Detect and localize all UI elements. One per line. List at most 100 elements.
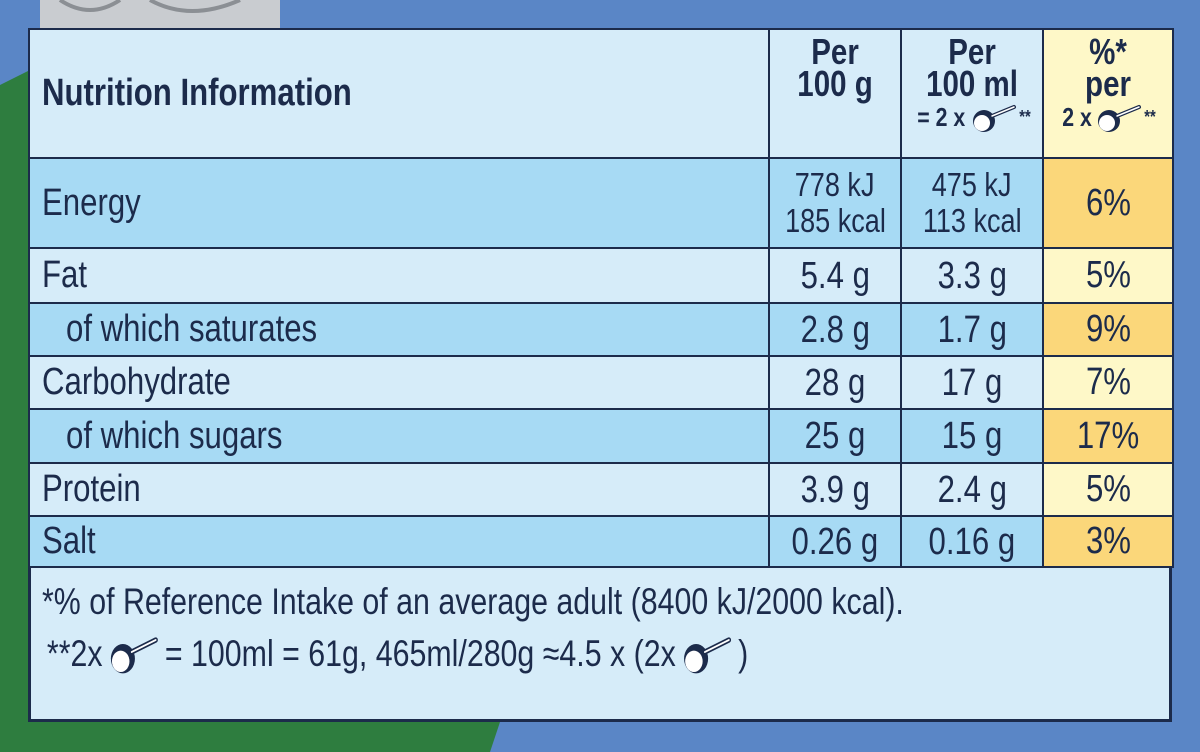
value-line: 3.3 g bbox=[930, 256, 1015, 296]
scoop-icon bbox=[973, 105, 1017, 133]
table-cell: Nutrition Information bbox=[28, 28, 770, 159]
value-line: 28 g bbox=[798, 363, 872, 403]
table-cell: 7% bbox=[1042, 355, 1174, 410]
table-cell: 3% bbox=[1042, 515, 1174, 568]
table-cell: Per 100 g bbox=[768, 28, 902, 159]
value-line: 17 g bbox=[935, 363, 1009, 403]
nutrient-value: 0.16 g bbox=[928, 520, 1016, 563]
table-cell: %* per 2 x ** bbox=[1042, 28, 1174, 159]
nutrient-value: 25 g bbox=[804, 415, 866, 457]
scoop-icon bbox=[110, 637, 158, 674]
reference-intake: 9% bbox=[1085, 308, 1131, 350]
scoop-icon bbox=[683, 637, 731, 674]
header-line: %* bbox=[1085, 34, 1131, 70]
nutrient-value: 28 g bbox=[804, 361, 866, 404]
column-heading: per bbox=[1085, 63, 1131, 104]
value-line: 2.4 g bbox=[930, 470, 1015, 510]
table-cell: 1.7 g bbox=[900, 302, 1044, 357]
header-line: 100 ml bbox=[916, 63, 1028, 104]
nutrient-label: of which sugars bbox=[66, 414, 283, 457]
value-line: 3.9 g bbox=[793, 470, 878, 510]
column-heading: 100 g bbox=[797, 63, 873, 104]
table-cell: of which sugars bbox=[28, 408, 770, 464]
reference-intake: 5% bbox=[1085, 468, 1131, 510]
table-cell: 5.4 g bbox=[768, 247, 902, 304]
value-line: 778 kJ bbox=[786, 167, 883, 203]
serving-line: 2 x ** bbox=[1059, 100, 1157, 134]
footnote-serving: ) bbox=[738, 633, 749, 674]
table-cell: Fat bbox=[28, 247, 770, 304]
value-line: 475 kJ bbox=[923, 167, 1020, 203]
table-cell: 17 g bbox=[900, 355, 1044, 410]
value-line: 113 kcal bbox=[912, 203, 1032, 239]
value-line: 0.26 g bbox=[782, 522, 888, 562]
header-title: Nutrition Information bbox=[42, 72, 352, 114]
table-cell: 2.4 g bbox=[900, 462, 1044, 517]
footnote-line: **2x = 100ml = 61g, 465ml/280g ≈4.5 x (2x… bbox=[42, 628, 1157, 680]
table-cell: 0.16 g bbox=[900, 515, 1044, 568]
reference-intake: 5% bbox=[1085, 254, 1131, 296]
table-cell: 3.3 g bbox=[900, 247, 1044, 304]
nutrient-value: 3.9 g bbox=[800, 468, 870, 511]
nutrient-value: 475 kJ bbox=[932, 166, 1012, 203]
column-heading: Per bbox=[811, 31, 859, 72]
value-line: 5.4 g bbox=[793, 256, 878, 296]
nutrient-label: Salt bbox=[42, 520, 96, 562]
table-cell: Per 100 ml = 2 x ** bbox=[900, 28, 1044, 159]
table-cell: Protein bbox=[28, 462, 770, 517]
table-cell: Salt bbox=[28, 515, 770, 568]
footnote-serving: **2x bbox=[46, 633, 103, 674]
serving-text: = 2 x bbox=[916, 102, 965, 132]
table-cell: 5% bbox=[1042, 247, 1174, 304]
column-heading: 100 ml bbox=[926, 63, 1018, 104]
reference-intake: 3% bbox=[1085, 520, 1131, 562]
table-cell: 475 kJ 113 kcal bbox=[900, 157, 1044, 249]
nutrient-value: 5.4 g bbox=[800, 254, 870, 297]
value-line: 2.8 g bbox=[793, 310, 878, 350]
nutrient-value: 17 g bbox=[941, 361, 1003, 404]
nutrient-value: 778 kJ bbox=[795, 166, 875, 203]
nutrient-label: Fat bbox=[42, 254, 88, 296]
nutrient-value: 15 g bbox=[941, 415, 1003, 457]
nutrient-value: 185 kcal bbox=[784, 202, 886, 239]
footnote-serving: = 100ml = 61g, 465ml/280g ≈4.5 x (2x bbox=[164, 633, 676, 674]
table-cell: 28 g bbox=[768, 355, 902, 410]
table-cell: 2.8 g bbox=[768, 302, 902, 357]
nutrient-value: 0.26 g bbox=[791, 520, 879, 563]
table-cell: Carbohydrate bbox=[28, 355, 770, 410]
value-line: 1.7 g bbox=[930, 310, 1015, 350]
reference-intake: 17% bbox=[1076, 414, 1140, 457]
column-heading: Per bbox=[948, 31, 996, 72]
table-cell: 3.9 g bbox=[768, 462, 902, 517]
value-line: 25 g bbox=[798, 416, 872, 456]
footnote-line: *% of Reference Intake of an average adu… bbox=[42, 576, 1162, 628]
footnote-reference: *% of Reference Intake of an average adu… bbox=[42, 581, 904, 622]
reference-intake: 6% bbox=[1085, 181, 1131, 224]
header-line: 100 g bbox=[789, 63, 881, 104]
nutrient-label: of which saturates bbox=[66, 308, 318, 350]
table-cell: 17% bbox=[1042, 408, 1174, 464]
table-cell: 15 g bbox=[900, 408, 1044, 464]
table-cell: 25 g bbox=[768, 408, 902, 464]
footnotes: *% of Reference Intake of an average adu… bbox=[42, 576, 1162, 680]
scoop-icon bbox=[1098, 105, 1142, 133]
table-cell: 6% bbox=[1042, 157, 1174, 249]
footnote-mark: ** bbox=[1019, 107, 1032, 127]
nutrient-value: 2.4 g bbox=[937, 468, 1007, 511]
header-line: Per bbox=[806, 31, 864, 72]
table-cell: 778 kJ 185 kcal bbox=[768, 157, 902, 249]
serving-line: = 2 x ** bbox=[912, 100, 1033, 134]
header-line: per bbox=[1080, 63, 1136, 104]
value-line: 15 g bbox=[935, 416, 1009, 456]
value-line: 185 kcal bbox=[774, 203, 897, 239]
table-cell: 0.26 g bbox=[768, 515, 902, 568]
header-line: Per bbox=[943, 31, 1001, 72]
serving-text: 2 x bbox=[1062, 102, 1092, 132]
nutrient-value: 3.3 g bbox=[937, 254, 1007, 297]
reference-intake: 7% bbox=[1085, 361, 1131, 403]
value-line: 0.16 g bbox=[919, 522, 1025, 562]
nutrient-label: Carbohydrate bbox=[42, 361, 231, 403]
table-cell: 5% bbox=[1042, 462, 1174, 517]
